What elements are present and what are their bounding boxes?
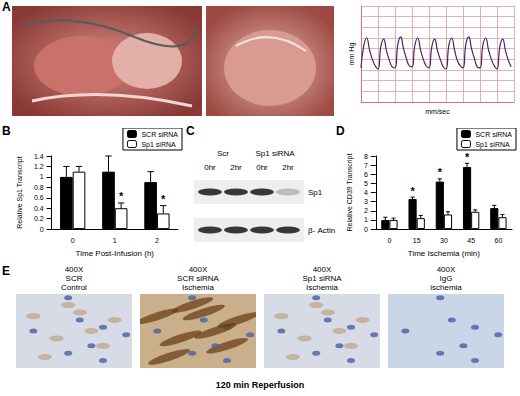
svg-text:0.8: 0.8 [34,184,44,191]
svg-text:45: 45 [467,237,475,244]
svg-text:2: 2 [155,237,159,244]
svg-text:3: 3 [364,198,368,205]
svg-text:β- Actin: β- Actin [308,226,335,235]
svg-text:Relative Sp1 Transcript: Relative Sp1 Transcript [16,156,24,228]
svg-text:30: 30 [440,237,448,244]
html-text:C: C [186,124,195,138]
html-text:B: B [2,124,11,138]
svg-text:mm Hg: mm Hg [348,43,356,66]
svg-text:Sp1: Sp1 [308,188,323,197]
svg-text:Sp1 siRNA: Sp1 siRNA [255,149,295,158]
svg-text:IgG: IgG [440,274,453,283]
svg-text:0.4: 0.4 [34,205,44,212]
svg-text:8: 8 [364,153,368,160]
svg-text:Control: Control [61,283,87,292]
svg-text:SCR siRNA: SCR siRNA [177,274,219,283]
svg-text:6: 6 [364,171,368,178]
svg-text:Scr: Scr [217,149,229,158]
svg-text:*: * [161,193,166,205]
svg-text:*: * [410,185,415,197]
svg-text:2hr: 2hr [230,163,242,172]
svg-text:400X: 400X [437,265,456,274]
svg-text:5: 5 [364,180,368,187]
svg-text:1: 1 [113,237,117,244]
svg-text:0hr: 0hr [256,163,268,172]
svg-text:Sp1 siRNA: Sp1 siRNA [302,274,342,283]
svg-text:4: 4 [364,189,368,196]
svg-text:Relative CD39 Transcript: Relative CD39 Transcript [346,154,354,232]
svg-text:*: * [465,151,470,163]
svg-text:1.4: 1.4 [34,153,44,160]
svg-text:400X: 400X [189,265,208,274]
html-text:A: A [2,0,11,14]
svg-text:mm/sec: mm/sec [425,108,450,115]
svg-text:1: 1 [364,216,368,223]
svg-text:120 min Reperfusion: 120 min Reperfusion [216,380,305,390]
html-text:D: D [336,124,345,138]
svg-text:*: * [438,166,443,178]
svg-text:Sp1 siRNA: Sp1 siRNA [475,141,510,149]
svg-text:60: 60 [494,237,502,244]
svg-text:*: * [119,190,124,202]
svg-text:0.6: 0.6 [34,194,44,201]
svg-text:SCR siRNA: SCR siRNA [475,131,512,138]
svg-text:Ischemia: Ischemia [306,283,339,292]
svg-text:Ischemia: Ischemia [182,283,215,292]
html-text:E: E [2,264,10,278]
svg-text:0.2: 0.2 [34,215,44,222]
svg-text:1.2: 1.2 [34,163,44,170]
svg-text:0hr: 0hr [204,163,216,172]
svg-text:ischemia: ischemia [430,283,462,292]
svg-text:SCR: SCR [66,274,83,283]
svg-text:1: 1 [40,173,44,180]
svg-text:0: 0 [364,226,368,233]
svg-text:2: 2 [364,207,368,214]
svg-text:0: 0 [387,237,391,244]
svg-text:Time Ischemia (min): Time Ischemia (min) [408,249,480,258]
svg-text:Sp1 siRNA: Sp1 siRNA [141,141,176,149]
svg-text:0: 0 [71,237,75,244]
svg-text:400X: 400X [65,265,84,274]
svg-text:0: 0 [40,226,44,233]
svg-text:SCR siRNA: SCR siRNA [141,131,178,138]
svg-text:400X: 400X [313,265,332,274]
svg-text:15: 15 [413,237,421,244]
svg-text:2hr: 2hr [282,163,294,172]
svg-text:7: 7 [364,162,368,169]
svg-text:Time Post-Infusion (h): Time Post-Infusion (h) [76,249,155,258]
